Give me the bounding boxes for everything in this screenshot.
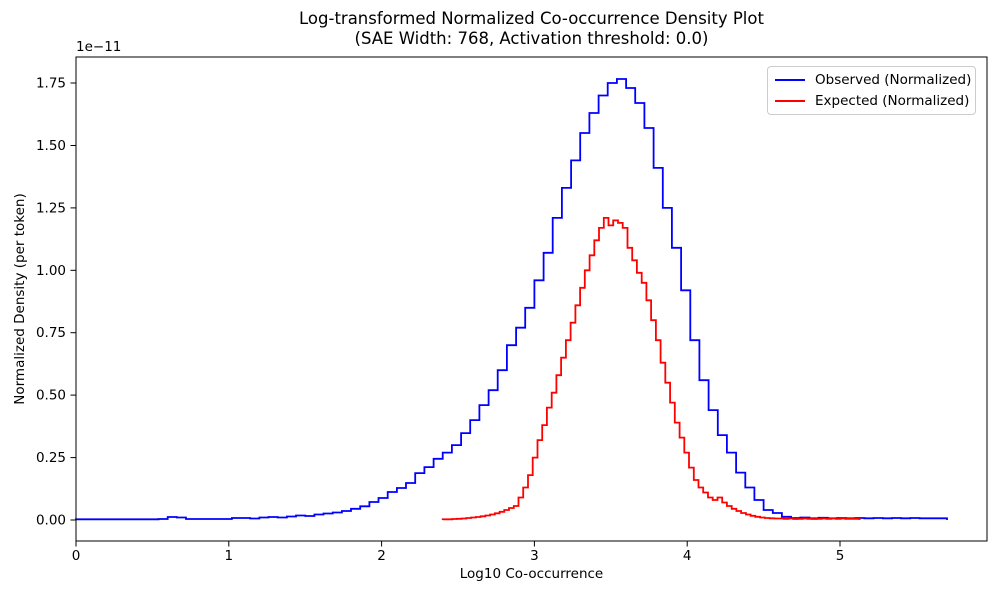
y-tick-label: 0.50 bbox=[36, 388, 66, 404]
x-tick-label: 4 bbox=[683, 548, 692, 564]
y-tick-label: 0.00 bbox=[36, 513, 66, 529]
legend-label-expected: Expected (Normalized) bbox=[815, 93, 970, 109]
x-axis-label: Log10 Co-occurrence bbox=[459, 566, 604, 582]
expected-series-line bbox=[441, 217, 861, 521]
chart-title-line2: (SAE Width: 768, Activation threshold: 0… bbox=[354, 28, 709, 48]
chart-title-line1: Log-transformed Normalized Co-occurrence… bbox=[299, 9, 764, 28]
x-tick-label: 3 bbox=[530, 548, 539, 564]
legend-item-observed: Observed (Normalized) bbox=[768, 72, 975, 88]
expected-line-sample bbox=[775, 100, 805, 102]
y-axis-offset-text: 1e−11 bbox=[76, 39, 122, 55]
x-tick-label: 0 bbox=[72, 548, 81, 564]
chart-title: Log-transformed Normalized Co-occurrence… bbox=[76, 9, 987, 48]
y-tick-label: 0.75 bbox=[36, 325, 66, 341]
plot-border bbox=[75, 56, 988, 542]
y-tick-label: 1.25 bbox=[36, 200, 66, 216]
y-tick-label: 1.00 bbox=[36, 263, 66, 279]
legend-label-observed: Observed (Normalized) bbox=[815, 72, 972, 88]
x-tick-label: 1 bbox=[225, 548, 234, 564]
y-tick-label: 0.25 bbox=[36, 450, 66, 466]
legend-item-expected: Expected (Normalized) bbox=[768, 93, 975, 109]
observed-line-sample bbox=[775, 79, 805, 81]
x-tick-label: 2 bbox=[377, 548, 386, 564]
legend: Observed (Normalized) Expected (Normaliz… bbox=[767, 66, 976, 115]
y-tick-label: 1.75 bbox=[36, 76, 66, 92]
observed-series-line bbox=[75, 78, 948, 521]
y-tick-label: 1.50 bbox=[36, 138, 66, 154]
x-tick-label: 5 bbox=[836, 548, 845, 564]
